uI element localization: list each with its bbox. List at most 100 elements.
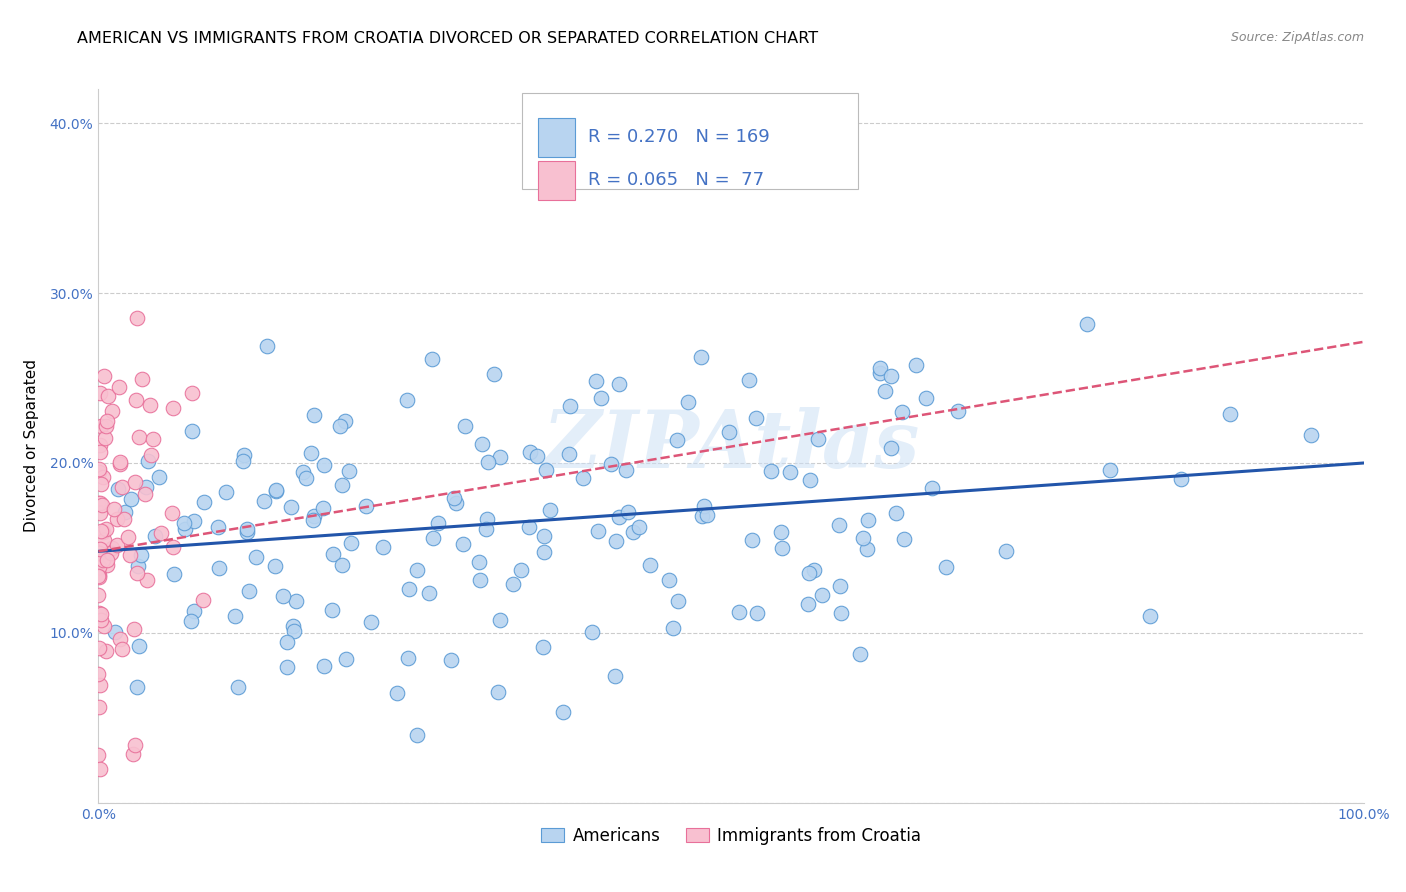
Point — [295, 471, 318, 485]
Point — [533, 544, 555, 558]
Point — [747, 606, 769, 620]
Point — [304, 408, 326, 422]
Point — [803, 563, 825, 577]
Point — [475, 512, 498, 526]
Point — [181, 386, 204, 401]
Point — [477, 455, 499, 469]
Point — [779, 465, 801, 479]
Point — [354, 499, 377, 513]
Point — [128, 430, 150, 444]
Point — [160, 506, 183, 520]
Point — [125, 310, 148, 325]
Point — [108, 455, 131, 469]
Point — [236, 522, 259, 536]
Point — [215, 485, 238, 500]
Point — [89, 762, 111, 776]
Point — [627, 519, 650, 533]
Point — [103, 501, 125, 516]
Point — [658, 574, 681, 588]
Point — [253, 494, 276, 508]
Point — [891, 404, 914, 418]
Point — [517, 519, 540, 533]
Point — [96, 558, 118, 572]
Point — [322, 547, 344, 561]
Point — [690, 350, 713, 364]
Point — [921, 481, 943, 495]
Point — [87, 496, 110, 510]
Point — [422, 531, 444, 545]
Point — [87, 465, 110, 479]
Point — [149, 525, 172, 540]
Point — [904, 358, 927, 372]
Point — [127, 559, 149, 574]
Point — [321, 603, 343, 617]
Point — [486, 684, 509, 698]
Point — [134, 487, 156, 501]
Point — [180, 615, 202, 629]
Point — [621, 524, 644, 539]
Point — [139, 398, 162, 412]
Point — [444, 496, 467, 510]
Point — [585, 374, 607, 388]
Point — [884, 507, 907, 521]
Point — [678, 394, 700, 409]
Point — [738, 373, 761, 387]
Point — [173, 516, 195, 531]
Point — [741, 533, 763, 547]
Bar — [537, 161, 575, 200]
Point — [586, 524, 609, 539]
Point — [471, 437, 494, 451]
Point — [852, 532, 875, 546]
Point — [91, 553, 114, 567]
Point — [302, 508, 325, 523]
Point — [139, 448, 162, 462]
Point — [264, 483, 287, 498]
Point — [263, 558, 285, 573]
Point — [103, 625, 125, 640]
Point — [181, 425, 204, 439]
Point — [373, 540, 395, 554]
Point — [330, 558, 353, 572]
Point — [869, 366, 891, 380]
Point — [163, 566, 186, 581]
Point — [111, 480, 134, 494]
Point — [245, 549, 267, 564]
Point — [406, 728, 429, 742]
Point — [329, 418, 352, 433]
Point — [89, 546, 111, 560]
Point — [112, 512, 135, 526]
Point — [666, 433, 689, 447]
Point — [502, 577, 524, 591]
Point — [91, 470, 114, 484]
Point — [125, 680, 148, 694]
Point — [117, 530, 139, 544]
Point — [995, 544, 1018, 558]
Point — [443, 491, 465, 506]
Point — [330, 478, 353, 492]
Legend: Americans, Immigrants from Croatia: Americans, Immigrants from Croatia — [534, 821, 928, 852]
Point — [426, 516, 449, 530]
Point — [90, 613, 112, 627]
Point — [387, 686, 409, 700]
Point — [233, 448, 256, 462]
Point — [696, 508, 718, 523]
Text: R = 0.270   N = 169: R = 0.270 N = 169 — [588, 128, 770, 146]
Point — [87, 700, 110, 714]
Point — [256, 339, 278, 353]
Point — [87, 560, 110, 574]
Point — [1076, 318, 1098, 332]
Point — [531, 640, 554, 655]
Point — [607, 509, 630, 524]
Point — [534, 463, 557, 477]
Point — [226, 680, 249, 694]
Point — [90, 419, 112, 434]
Point — [124, 475, 146, 489]
Point — [770, 541, 793, 555]
Point — [224, 608, 246, 623]
Point — [276, 660, 298, 674]
Point — [264, 483, 287, 497]
Point — [312, 658, 335, 673]
Point — [533, 529, 555, 543]
Point — [807, 432, 830, 446]
Point — [395, 392, 418, 407]
